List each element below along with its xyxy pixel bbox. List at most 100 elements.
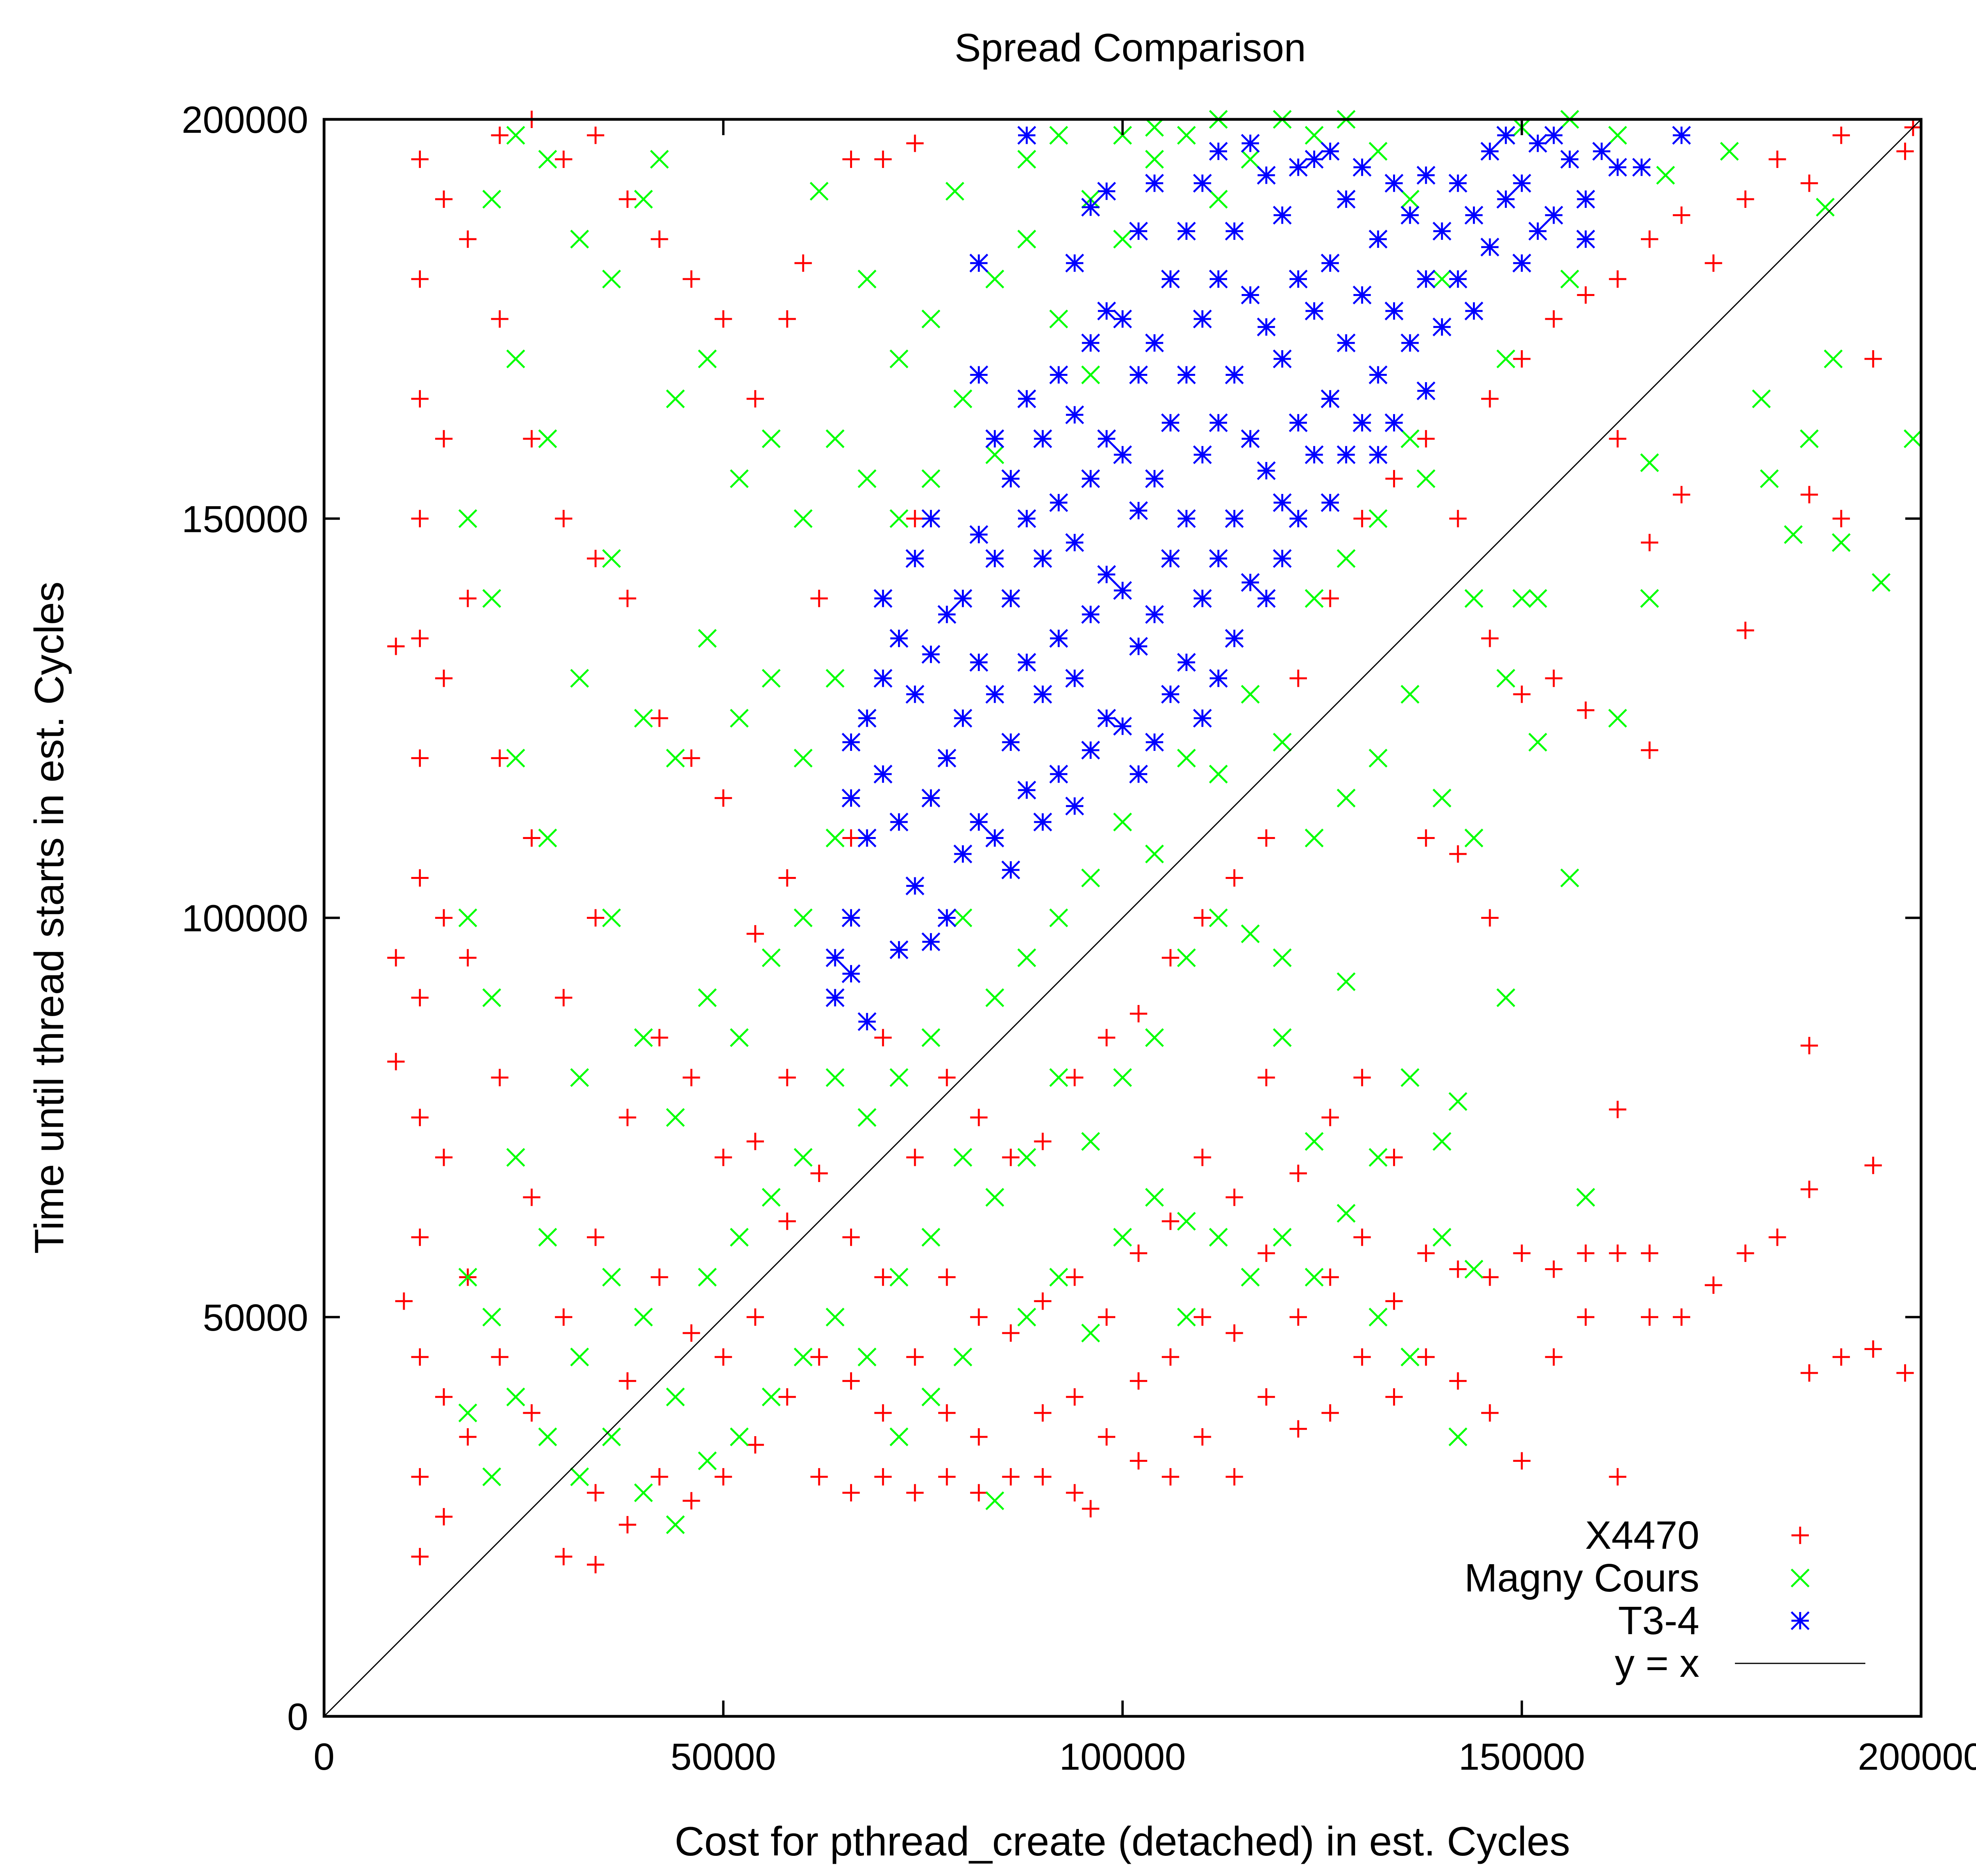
point-t3-4-131 (1352, 158, 1372, 177)
point-x4470-64 (683, 1492, 700, 1510)
series-y-x (323, 119, 1922, 1717)
point-magny-cours-80 (921, 1388, 941, 1407)
point-magny-cours-81 (945, 182, 964, 201)
point-magny-cours-64 (826, 1068, 845, 1087)
point-magny-cours-98 (1049, 908, 1068, 928)
point-t3-4-150 (1464, 302, 1484, 321)
point-x4470-126 (1129, 1452, 1147, 1470)
point-x4470-21 (435, 1148, 453, 1166)
point-t3-4-106 (1241, 285, 1260, 305)
point-magny-cours-182 (1720, 142, 1739, 161)
point-x4470-55 (650, 230, 668, 248)
point-magny-cours-83 (953, 908, 973, 928)
point-x4470-79 (778, 1388, 796, 1406)
point-x4470-19 (435, 669, 453, 687)
point-t3-4-38 (1001, 589, 1020, 608)
x-tick-label-4: 200000 (1858, 1736, 1976, 1778)
point-x4470-77 (778, 1069, 796, 1086)
point-x4470-50 (618, 190, 636, 208)
point-x4470-138 (1226, 1468, 1243, 1486)
point-x4470-25 (459, 590, 477, 607)
point-magny-cours-51 (762, 669, 781, 688)
point-t3-4-115 (1273, 493, 1292, 512)
point-t3-4-161 (1560, 150, 1579, 169)
point-magny-cours-118 (1177, 948, 1196, 967)
point-magny-cours-12 (506, 1148, 525, 1167)
point-x4470-57 (650, 1029, 668, 1046)
point-magny-cours-59 (794, 1348, 813, 1367)
point-t3-4-5 (858, 828, 877, 848)
point-t3-4-32 (969, 813, 988, 831)
point-t3-4-102 (1225, 365, 1244, 385)
point-t3-4-114 (1273, 349, 1292, 368)
point-t3-4-92 (1193, 309, 1212, 328)
point-magny-cours-148 (1369, 1148, 1388, 1167)
point-x4470-207 (1801, 1180, 1818, 1198)
point-magny-cours-191 (1904, 429, 1923, 448)
point-t3-4-146 (1432, 317, 1452, 337)
point-t3-4-21 (921, 932, 941, 951)
point-t3-4-145 (1432, 222, 1452, 241)
point-x4470-13 (387, 949, 405, 967)
point-t3-4-61 (1081, 469, 1100, 488)
point-x4470-205 (1801, 486, 1818, 503)
point-x4470-104 (970, 1109, 988, 1126)
point-magny-cours-139 (1305, 1267, 1324, 1287)
point-x4470-89 (842, 1484, 860, 1502)
point-x4470-94 (874, 1468, 892, 1486)
point-x4470-73 (747, 1308, 764, 1326)
point-x4470-47 (586, 1228, 604, 1246)
point-magny-cours-184 (1760, 469, 1779, 488)
point-t3-4-72 (1113, 716, 1132, 736)
point-x4470-152 (1353, 1069, 1371, 1086)
point-x4470-166 (1449, 1372, 1467, 1390)
point-t3-4-84 (1161, 413, 1180, 432)
point-magny-cours-69 (858, 1108, 877, 1127)
point-x4470-45 (586, 550, 604, 568)
point-x4470-172 (1513, 350, 1531, 368)
point-x4470-29 (491, 126, 509, 144)
point-t3-4-111 (1257, 461, 1276, 480)
point-magny-cours-87 (985, 445, 1004, 464)
point-x4470-124 (1129, 1244, 1147, 1262)
point-t3-4-14 (889, 940, 909, 960)
point-magny-cours-96 (1049, 126, 1068, 145)
point-t3-4-151 (1480, 142, 1499, 161)
point-magny-cours-43 (698, 1267, 717, 1287)
point-magny-cours-26 (602, 908, 621, 928)
point-magny-cours-48 (730, 1227, 749, 1247)
point-x4470-117 (1066, 1388, 1084, 1406)
point-t3-4-160 (1544, 206, 1563, 225)
point-t3-4-52 (1049, 629, 1068, 648)
point-x4470-23 (435, 1508, 453, 1525)
point-t3-4-19 (921, 645, 941, 664)
point-magny-cours-53 (762, 1188, 781, 1207)
point-x4470-86 (842, 829, 860, 847)
point-t3-4-137 (1384, 173, 1404, 193)
point-magny-cours-61 (826, 429, 845, 448)
point-t3-4-163 (1576, 230, 1595, 249)
point-t3-4-30 (969, 525, 988, 544)
point-x4470-149 (1321, 1268, 1339, 1286)
point-x4470-191 (1641, 741, 1659, 759)
point-x4470-208 (1801, 1364, 1818, 1382)
point-t3-4-89 (1177, 509, 1196, 528)
point-x4470-190 (1641, 534, 1659, 551)
point-magny-cours-55 (794, 509, 813, 528)
point-t3-4-109 (1257, 166, 1276, 185)
point-magny-cours-176 (1576, 1188, 1595, 1207)
point-t3-4-35 (985, 684, 1004, 704)
point-x4470-186 (1609, 1101, 1627, 1118)
point-t3-4-149 (1464, 206, 1484, 225)
point-magny-cours-115 (1145, 1188, 1164, 1207)
point-magny-cours-94 (1017, 1148, 1036, 1167)
point-magny-cours-90 (985, 1491, 1004, 1510)
point-x4470-108 (1002, 1148, 1020, 1166)
point-x4470-35 (523, 430, 541, 448)
point-t3-4-57 (1065, 669, 1084, 688)
point-magny-cours-32 (634, 1307, 653, 1327)
point-x4470-128 (1161, 1212, 1179, 1230)
point-t3-4-11 (873, 765, 893, 784)
point-x4470-43 (555, 1548, 573, 1565)
point-t3-4-49 (1033, 813, 1052, 831)
